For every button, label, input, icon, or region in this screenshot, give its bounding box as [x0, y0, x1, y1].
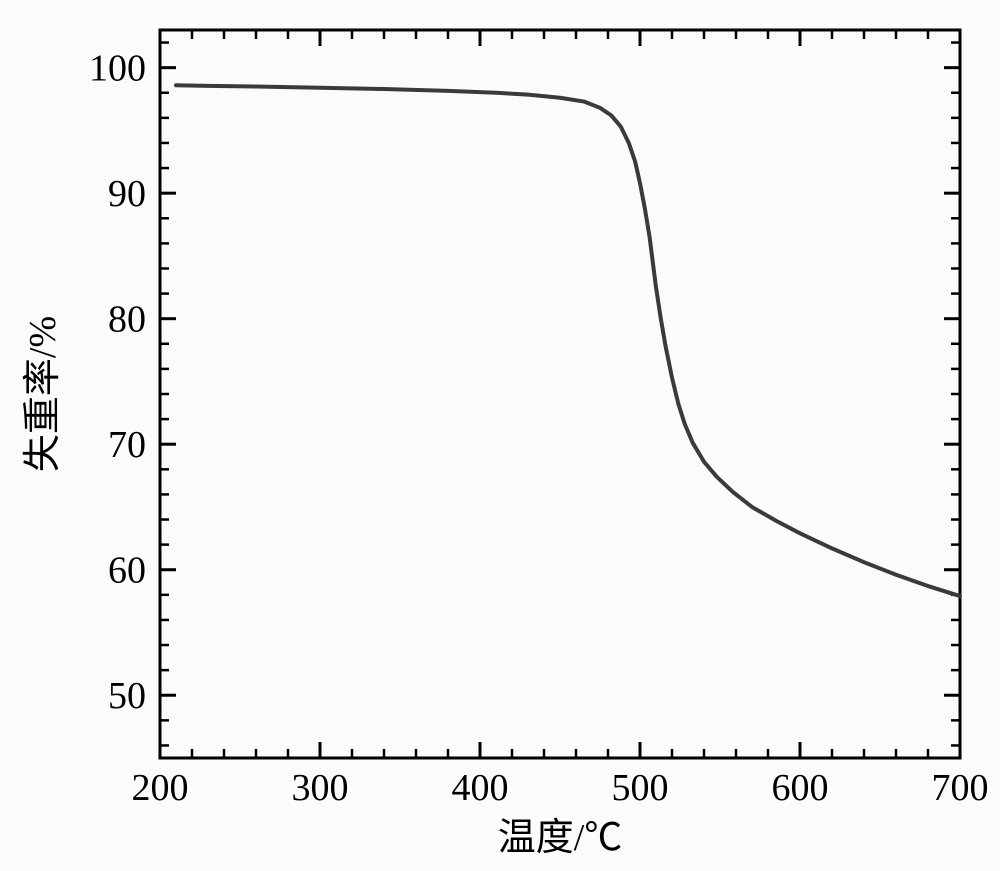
y-tick-label: 70	[108, 424, 146, 466]
y-tick-label: 50	[108, 675, 146, 717]
y-tick-label: 90	[108, 173, 146, 215]
x-axis-label: 温度/℃	[498, 817, 623, 859]
x-tick-label: 300	[292, 767, 349, 809]
x-tick-label: 700	[932, 767, 989, 809]
x-tick-label: 200	[132, 767, 189, 809]
x-tick-label: 500	[612, 767, 669, 809]
chart-svg: 200 300 400 500 600 700 50 60 70 80 90 100 温度/℃ 失重率/%	[0, 0, 1000, 871]
tga-chart: 200 300 400 500 600 700 50 60 70 80 90 100 温度/℃ 失重率/%	[0, 0, 1000, 871]
y-tick-label: 100	[89, 48, 146, 90]
y-tick-label: 60	[108, 550, 146, 592]
x-tick-label: 400	[452, 767, 509, 809]
x-tick-label: 600	[772, 767, 829, 809]
y-tick-label: 80	[108, 299, 146, 341]
y-axis-label: 失重率/%	[22, 316, 64, 472]
